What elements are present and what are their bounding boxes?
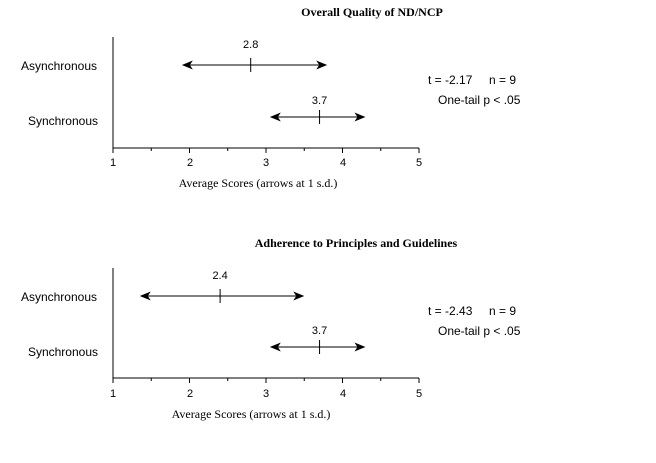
category-label-asynchronous: Asynchronous bbox=[21, 290, 97, 304]
arrowhead-left-synchronous bbox=[269, 342, 281, 352]
chart-title: Overall Quality of ND/NCP bbox=[301, 5, 443, 19]
sample-size: n = 9 bbox=[489, 73, 516, 87]
p-value: One-tail p < .05 bbox=[438, 324, 521, 338]
x-tick-label-1: 1 bbox=[110, 388, 116, 400]
x-tick-marks bbox=[112, 378, 420, 383]
x-axis-label: Average Scores (arrows at 1 s.d.) bbox=[179, 176, 338, 190]
x-tick-marks bbox=[112, 148, 420, 153]
x-tick-label-4: 4 bbox=[340, 388, 346, 400]
sample-size: n = 9 bbox=[489, 304, 516, 318]
panel-overall-quality: Overall Quality of ND/NCP Asynchronous S… bbox=[21, 5, 521, 190]
arrowhead-right-asynchronous bbox=[293, 291, 305, 301]
arrowhead-left-asynchronous bbox=[139, 291, 151, 301]
x-tick-label-3: 3 bbox=[263, 157, 269, 169]
arrowhead-right-synchronous bbox=[354, 112, 366, 122]
x-tick-label-2: 2 bbox=[187, 157, 193, 169]
mean-label-synchronous: 3.7 bbox=[312, 95, 327, 107]
mean-label-asynchronous: 2.8 bbox=[243, 39, 258, 51]
category-label-synchronous: Synchronous bbox=[28, 114, 98, 128]
t-statistic: t = -2.17 bbox=[428, 73, 473, 87]
arrowhead-left-synchronous bbox=[269, 112, 281, 122]
category-label-synchronous: Synchronous bbox=[28, 345, 98, 359]
category-label-asynchronous: Asynchronous bbox=[21, 59, 97, 73]
x-tick-label-4: 4 bbox=[340, 157, 346, 169]
chart-title: Adherence to Principles and Guidelines bbox=[255, 236, 458, 250]
mean-label-synchronous: 3.7 bbox=[312, 325, 327, 337]
x-tick-label-5: 5 bbox=[416, 388, 422, 400]
x-tick-label-3: 3 bbox=[263, 388, 269, 400]
arrowhead-right-asynchronous bbox=[316, 60, 328, 70]
t-statistic: t = -2.43 bbox=[428, 304, 473, 318]
x-tick-label-2: 2 bbox=[187, 388, 193, 400]
x-tick-label-5: 5 bbox=[416, 157, 422, 169]
arrowhead-left-asynchronous bbox=[181, 60, 193, 70]
p-value: One-tail p < .05 bbox=[438, 93, 521, 107]
x-tick-label-1: 1 bbox=[110, 157, 116, 169]
arrowhead-right-synchronous bbox=[354, 342, 366, 352]
x-axis-label: Average Scores (arrows at 1 s.d.) bbox=[172, 407, 331, 421]
mean-label-asynchronous: 2.4 bbox=[212, 270, 227, 282]
panel-adherence: Adherence to Principles and Guidelines A… bbox=[21, 236, 521, 421]
